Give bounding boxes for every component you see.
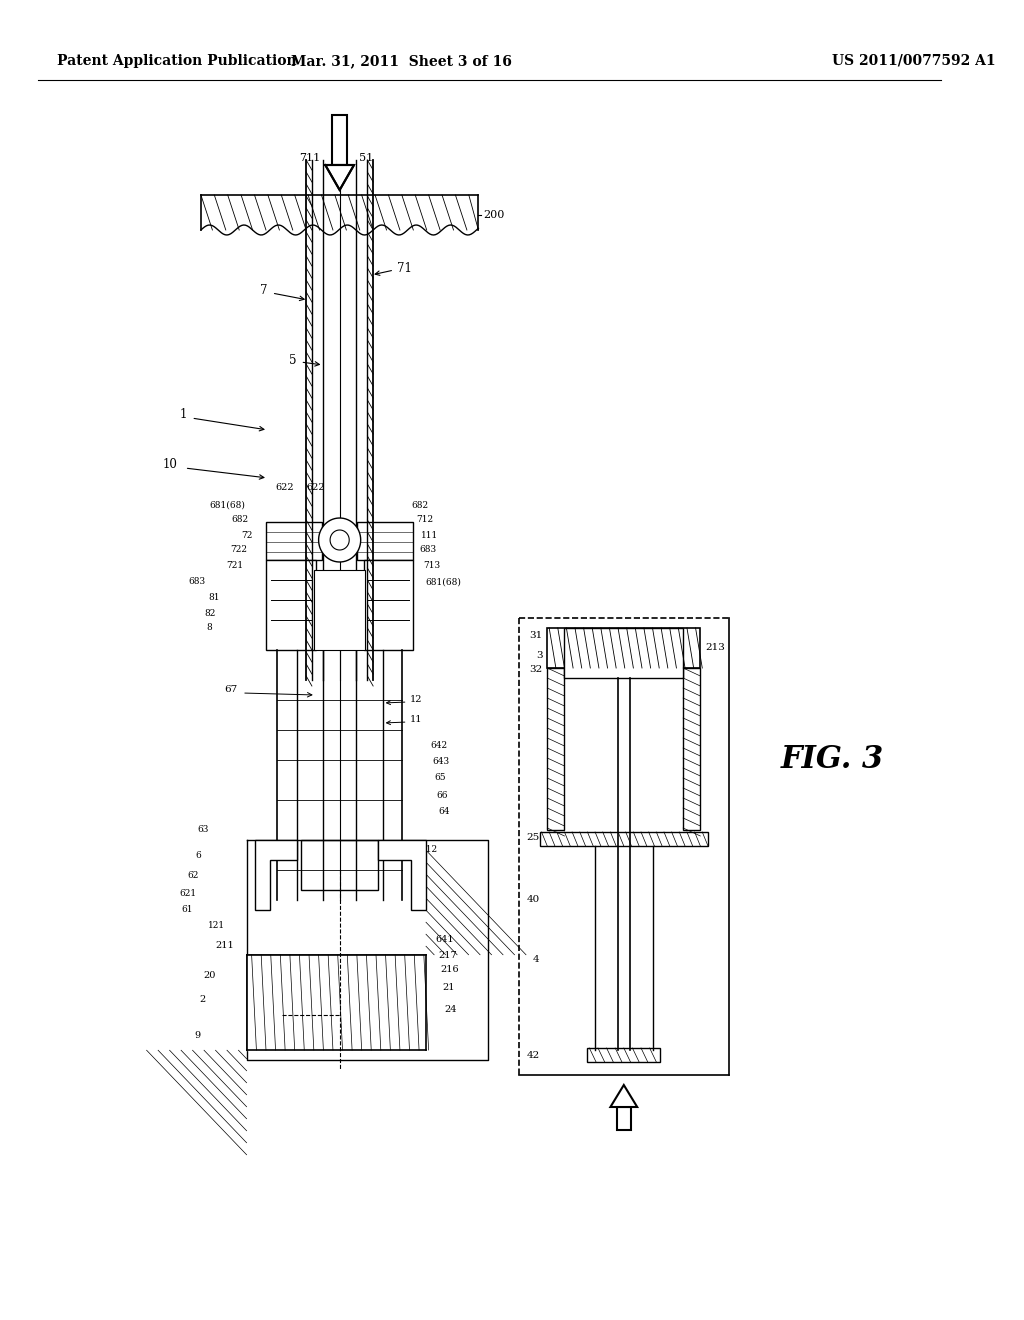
Text: 721: 721 (226, 561, 243, 569)
Text: 62: 62 (187, 870, 199, 879)
Polygon shape (610, 1085, 637, 1107)
Text: FIG. 3: FIG. 3 (780, 744, 884, 776)
Text: 622: 622 (306, 483, 325, 492)
Text: 622: 622 (275, 483, 295, 492)
Text: 40: 40 (526, 895, 540, 904)
Text: 63: 63 (198, 825, 209, 834)
Text: 6: 6 (196, 850, 201, 859)
Text: 683: 683 (419, 545, 436, 554)
Polygon shape (247, 954, 426, 1049)
Text: 4: 4 (532, 956, 540, 965)
Polygon shape (326, 165, 354, 190)
Text: 8: 8 (207, 623, 212, 632)
Text: 10: 10 (162, 458, 177, 471)
Text: 681(68): 681(68) (209, 500, 245, 510)
Text: 51: 51 (358, 153, 373, 162)
Text: Patent Application Publication: Patent Application Publication (57, 54, 297, 69)
Text: 1: 1 (179, 408, 186, 421)
Text: 20: 20 (203, 970, 215, 979)
Polygon shape (266, 521, 323, 560)
Text: 61: 61 (182, 906, 194, 915)
Text: US 2011/0077592 A1: US 2011/0077592 A1 (833, 54, 996, 69)
Polygon shape (364, 560, 414, 649)
Bar (301, 840, 378, 890)
Text: 82: 82 (205, 609, 216, 618)
Text: 9: 9 (195, 1031, 201, 1040)
Polygon shape (247, 954, 426, 1049)
Text: 65: 65 (434, 774, 446, 783)
Text: 12: 12 (410, 696, 422, 705)
Text: 211: 211 (216, 940, 234, 949)
Polygon shape (378, 840, 426, 909)
Polygon shape (564, 628, 683, 678)
Text: 2: 2 (200, 995, 206, 1005)
Text: 25: 25 (526, 833, 540, 842)
Text: 712: 712 (416, 516, 433, 524)
Text: 7: 7 (260, 284, 268, 297)
Text: 72: 72 (242, 531, 253, 540)
Text: 32: 32 (529, 665, 543, 675)
Text: 11: 11 (410, 715, 422, 725)
Text: 66: 66 (436, 791, 447, 800)
Polygon shape (318, 517, 360, 562)
Text: 31: 31 (529, 631, 543, 640)
Text: 217: 217 (438, 950, 457, 960)
Text: 71: 71 (397, 261, 412, 275)
Text: 121: 121 (208, 920, 225, 929)
Text: 24: 24 (444, 1006, 457, 1015)
Polygon shape (547, 628, 700, 668)
Polygon shape (588, 1048, 660, 1063)
Text: 713: 713 (423, 561, 440, 569)
Polygon shape (313, 570, 366, 649)
Polygon shape (683, 668, 700, 830)
Text: 3: 3 (536, 651, 543, 660)
Text: 682: 682 (412, 500, 428, 510)
Text: 5: 5 (289, 354, 297, 367)
Text: 200: 200 (483, 210, 505, 220)
Polygon shape (547, 668, 564, 830)
Text: 621: 621 (179, 888, 197, 898)
Polygon shape (255, 840, 297, 909)
Text: 81: 81 (209, 594, 220, 602)
Text: 641: 641 (435, 936, 454, 945)
Text: 643: 643 (432, 758, 450, 767)
Text: 642: 642 (430, 741, 447, 750)
Text: 42: 42 (526, 1051, 540, 1060)
Text: 711: 711 (299, 153, 321, 162)
Text: Mar. 31, 2011  Sheet 3 of 16: Mar. 31, 2011 Sheet 3 of 16 (292, 54, 512, 69)
Text: 216: 216 (440, 965, 459, 974)
Text: 64: 64 (438, 808, 450, 817)
Polygon shape (266, 560, 315, 649)
Text: 67: 67 (224, 685, 238, 694)
Text: 682: 682 (231, 516, 249, 524)
Text: 21: 21 (442, 983, 455, 993)
Text: 681(68): 681(68) (426, 578, 462, 586)
Polygon shape (330, 531, 349, 550)
Polygon shape (540, 832, 708, 846)
Polygon shape (332, 115, 347, 165)
Text: 722: 722 (229, 545, 247, 554)
Text: 683: 683 (188, 578, 206, 586)
Polygon shape (617, 1107, 631, 1130)
Polygon shape (357, 521, 414, 560)
Text: 112: 112 (421, 846, 438, 854)
Text: 213: 213 (706, 644, 725, 652)
Text: 111: 111 (421, 531, 438, 540)
